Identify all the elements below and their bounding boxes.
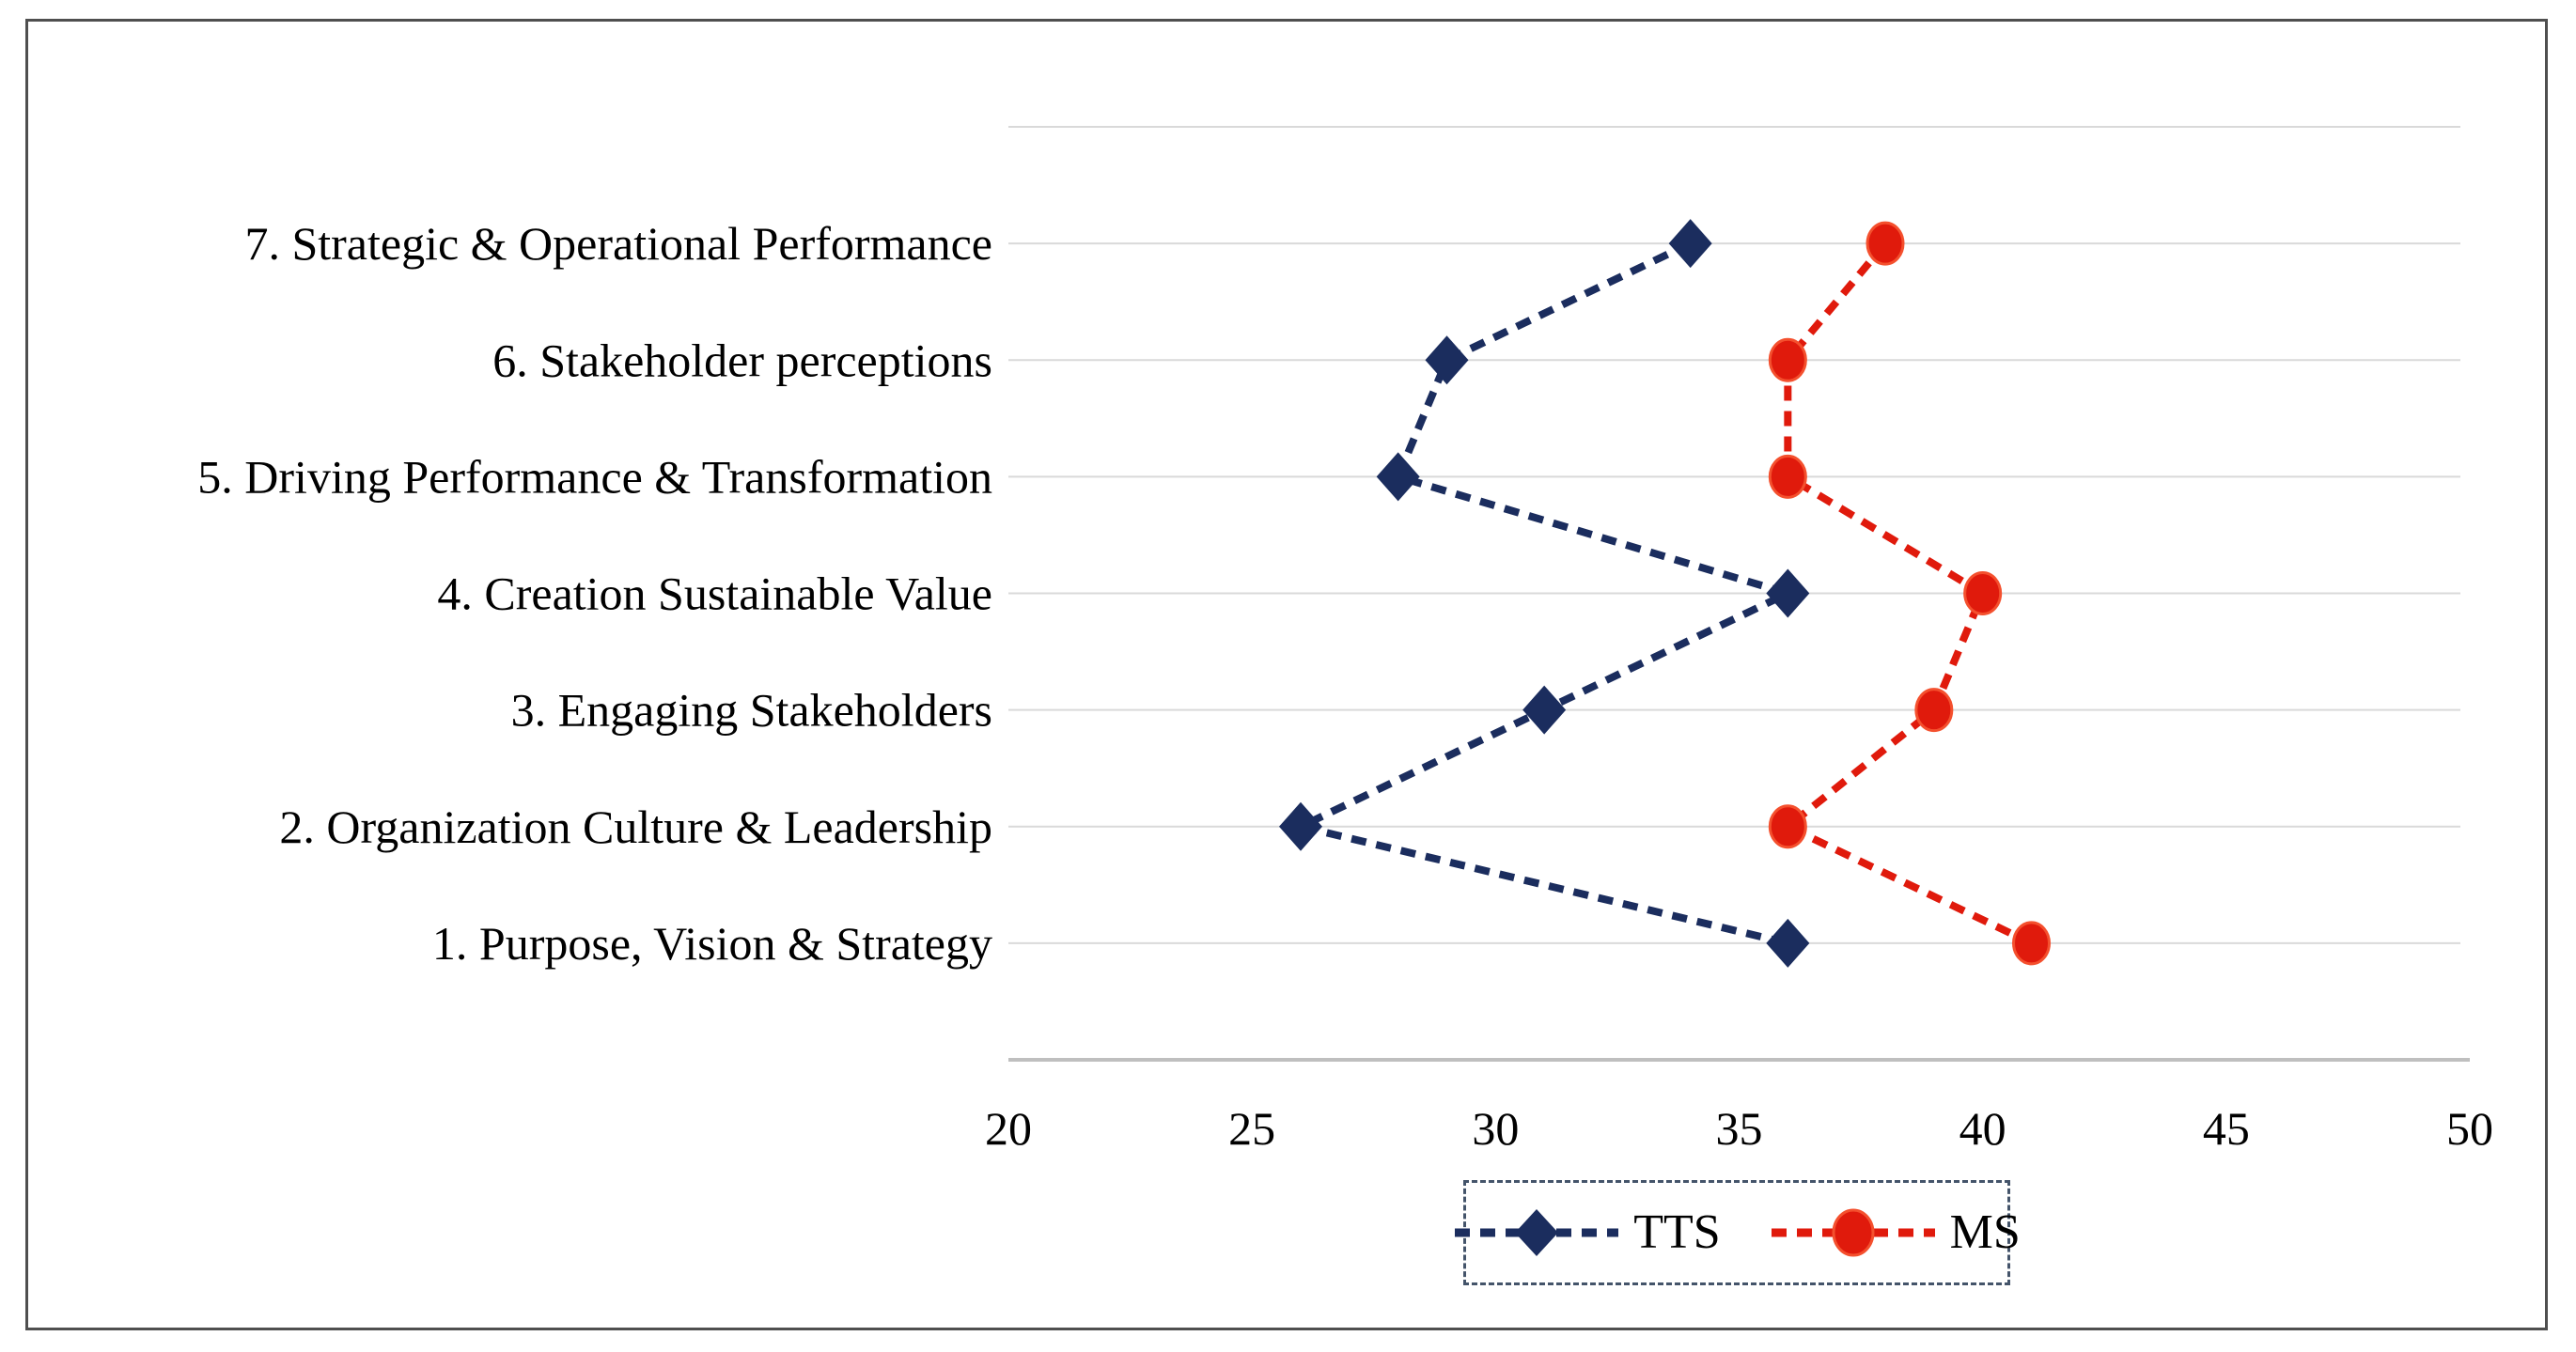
series-layer — [1279, 219, 2051, 968]
gridlines — [1008, 126, 2460, 944]
category-label: 3. Engaging Stakeholders — [511, 684, 992, 737]
x-tick-label: 20 — [985, 1102, 1032, 1155]
chart-legend: TTS MS — [1455, 1180, 2021, 1285]
ms-marker-circle — [1914, 688, 1954, 733]
tts-marker-diamond — [1425, 335, 1469, 385]
x-tick-label: 35 — [1716, 1102, 1763, 1155]
x-tick-label: 30 — [1472, 1102, 1519, 1155]
x-tick-label: 45 — [2203, 1102, 2250, 1155]
tts-marker-diamond — [1766, 568, 1810, 618]
x-tick-label: 25 — [1228, 1102, 1275, 1155]
x-tick-label: 50 — [2446, 1102, 2493, 1155]
ms-marker-circle — [2012, 921, 2051, 966]
legend-item-tts: TTS — [1453, 1205, 1721, 1260]
ms-marker-circle — [1866, 221, 1905, 266]
tts-marker-diamond — [1668, 219, 1712, 269]
category-axis-labels: 7. Strategic & Operational Performance 6.… — [197, 217, 992, 970]
category-label: 6. Stakeholder perceptions — [492, 334, 992, 386]
ms-marker-circle — [1768, 337, 1807, 382]
category-label: 2. Organization Culture & Leadership — [279, 800, 992, 853]
series-tts — [1279, 219, 1810, 968]
x-tick-label: 40 — [1959, 1102, 2006, 1155]
legend-item-ms: MS — [1770, 1205, 2021, 1260]
tts-marker-diamond — [1522, 685, 1567, 735]
figure-border — [25, 19, 2548, 1330]
ms-marker-circle — [1963, 571, 2003, 615]
legend-label-tts: TTS — [1633, 1205, 1721, 1259]
category-label: 5. Driving Performance & Transformation — [197, 450, 992, 503]
ms-marker-circle — [1768, 454, 1807, 499]
ms-marker-circle — [1768, 804, 1807, 849]
series-ms — [1768, 221, 2051, 966]
x-axis-tick-labels: 20 25 30 35 40 45 50 — [985, 1102, 2493, 1155]
ms-legend-swatch-icon — [1771, 1208, 1935, 1257]
category-label: 1. Purpose, Vision & Strategy — [432, 917, 992, 970]
tts-legend-swatch-icon — [1455, 1209, 1619, 1256]
tts-marker-diamond — [1376, 452, 1420, 502]
tts-marker-diamond — [1766, 918, 1810, 968]
category-label: 7. Strategic & Operational Performance — [244, 217, 992, 270]
category-label: 4. Creation Sustainable Value — [437, 567, 992, 620]
legend-label-ms: MS — [1949, 1205, 2021, 1259]
tts-marker-diamond — [1279, 801, 1322, 851]
